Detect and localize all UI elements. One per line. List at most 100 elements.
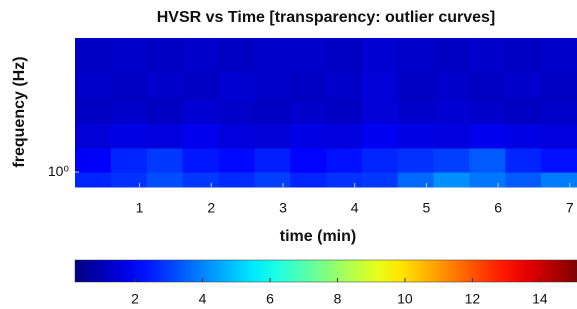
heatmap-cell <box>362 38 398 72</box>
heatmap-cell <box>541 148 577 173</box>
heatmap-cell <box>362 100 398 124</box>
heatmap-cell <box>326 38 362 72</box>
heatmap-cell <box>362 71 398 100</box>
heatmap-cell <box>218 38 254 72</box>
heatmap-cell <box>147 100 183 124</box>
heatmap-cell <box>254 38 290 72</box>
heatmap-cell <box>147 123 183 148</box>
heatmap-cell <box>111 38 147 72</box>
chart-title: HVSR vs Time [transparency: outlier curv… <box>157 9 496 26</box>
heatmap-cell <box>290 148 326 173</box>
heatmap-cell <box>183 123 219 148</box>
heatmap-cell <box>183 71 219 100</box>
heatmap-cell <box>505 148 541 173</box>
heatmap-cell <box>183 148 219 173</box>
heatmap-cell <box>362 123 398 148</box>
heatmap-cell <box>218 148 254 173</box>
heatmap-cell <box>469 172 505 187</box>
x-tick-label: 5 <box>423 200 431 216</box>
colorbar-tick-label: 12 <box>465 291 481 307</box>
heatmap-cell <box>75 123 111 148</box>
heatmap-cell <box>398 38 434 72</box>
colorbar-tick-label: 10 <box>397 291 413 307</box>
heatmap-cell <box>541 71 577 100</box>
heatmap-cell <box>434 172 470 187</box>
heatmap-cell <box>111 100 147 124</box>
heatmap-cell <box>147 148 183 173</box>
heatmap-cell <box>541 123 577 148</box>
heatmap-cell <box>398 172 434 187</box>
x-axis-label: time (min) <box>280 228 356 245</box>
colorbar-tick-label: 8 <box>334 291 342 307</box>
heatmap-cell <box>505 100 541 124</box>
heatmap-cell <box>362 148 398 173</box>
x-tick-label: 1 <box>136 200 144 216</box>
heatmap-cell <box>111 71 147 100</box>
heatmap-cell <box>505 123 541 148</box>
heatmap-cell <box>362 172 398 187</box>
colorbar-tick-label: 14 <box>532 291 548 307</box>
heatmap-cell <box>290 71 326 100</box>
heatmap-cell <box>290 123 326 148</box>
heatmap-cell <box>75 100 111 124</box>
heatmap-cell <box>147 71 183 100</box>
heatmap-cell <box>326 148 362 173</box>
heatmap-cell <box>290 172 326 187</box>
colorbar-tick-label: 4 <box>199 291 207 307</box>
heatmap-cell <box>326 123 362 148</box>
heatmap-cell <box>469 123 505 148</box>
heatmap-cell <box>505 71 541 100</box>
heatmap-cell <box>75 172 111 187</box>
colorbar-tick-label: 2 <box>131 291 139 307</box>
heatmap-cell <box>254 100 290 124</box>
heatmap-cell <box>434 148 470 173</box>
x-tick-label: 3 <box>279 200 287 216</box>
heatmap-cell <box>398 100 434 124</box>
colorbar <box>75 260 577 282</box>
heatmap-cell <box>398 123 434 148</box>
x-tick-label: 6 <box>494 200 502 216</box>
heatmap-cell <box>541 172 577 187</box>
heatmap-cell <box>505 38 541 72</box>
heatmap-cell <box>254 172 290 187</box>
heatmap-cell <box>541 38 577 72</box>
heatmap-cell <box>254 148 290 173</box>
heatmap-cell <box>434 38 470 72</box>
y-axis-label: frequency (Hz) <box>11 56 28 167</box>
heatmap-cell <box>111 172 147 187</box>
heatmap-cell <box>183 38 219 72</box>
heatmap-cell <box>254 123 290 148</box>
heatmap-cell <box>75 148 111 173</box>
heatmap-cell <box>290 38 326 72</box>
colorbar-tick-label: 6 <box>266 291 274 307</box>
heatmap-cell <box>434 100 470 124</box>
heatmap-cell <box>183 172 219 187</box>
heatmap-cell <box>75 71 111 100</box>
chart: HVSR vs Time [transparency: outlier curv… <box>0 0 577 309</box>
heatmap-cell <box>111 148 147 173</box>
heatmap-cell <box>290 100 326 124</box>
heatmap-cell <box>75 38 111 72</box>
heatmap-cell <box>469 100 505 124</box>
heatmap-cell <box>218 123 254 148</box>
heatmap-cell <box>111 123 147 148</box>
heatmap-cell <box>469 38 505 72</box>
y-tick-label: 10⁰ <box>48 163 70 179</box>
heatmap-cell <box>218 100 254 124</box>
heatmap-cell <box>469 148 505 173</box>
x-tick-label: 7 <box>566 200 574 216</box>
x-tick-label: 4 <box>351 200 359 216</box>
heatmap-cell <box>326 172 362 187</box>
heatmap-cell <box>541 100 577 124</box>
heatmap-cell <box>218 172 254 187</box>
heatmap-cell <box>183 100 219 124</box>
heatmap-cell <box>147 38 183 72</box>
x-tick-label: 2 <box>207 200 215 216</box>
heatmap-cell <box>434 123 470 148</box>
heatmap-cell <box>434 71 470 100</box>
heatmap-cell <box>218 71 254 100</box>
heatmap-cell <box>326 71 362 100</box>
heatmap-cell <box>505 172 541 187</box>
heatmap-cell <box>398 71 434 100</box>
heatmap-cell <box>469 71 505 100</box>
